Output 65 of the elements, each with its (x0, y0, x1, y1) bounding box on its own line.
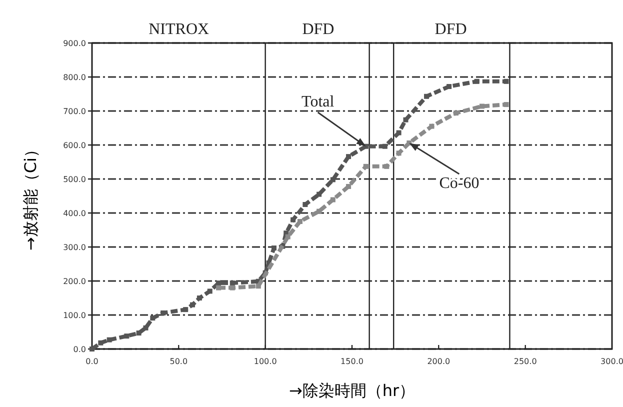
y-tick-label: 900.0 (63, 39, 86, 48)
point (207, 288, 212, 294)
point (429, 124, 434, 129)
point (330, 177, 336, 182)
y-tick-label: 700.0 (63, 107, 86, 116)
x-tick-label: 300.0 (600, 357, 623, 366)
y-tick-label: 200.0 (63, 277, 86, 286)
text: DFD (302, 21, 334, 38)
point (454, 110, 458, 116)
point (316, 208, 322, 214)
point (256, 284, 261, 289)
point (384, 164, 390, 169)
x-tick-label: 0.0 (86, 357, 98, 366)
x-tick-label: 250.0 (514, 357, 537, 366)
point (480, 104, 484, 109)
point (136, 330, 142, 336)
point (504, 78, 509, 84)
point (346, 154, 352, 160)
annotation: Total (302, 93, 335, 110)
y-tick-label: 100.0 (63, 311, 86, 320)
annotation: Co-60 (439, 174, 480, 192)
point (316, 192, 322, 197)
y-tick-label: 400.0 (63, 209, 86, 218)
point (504, 102, 509, 108)
y-tick-label: 800.0 (63, 73, 86, 82)
point (446, 84, 452, 90)
point (230, 280, 235, 286)
y-tick-label: 500.0 (63, 175, 86, 184)
y-axis-title: →放射能（Ci） (21, 141, 40, 251)
x-tick-label: 50.0 (170, 357, 188, 366)
point (160, 310, 166, 316)
point (382, 144, 388, 149)
x-tick-label: 150.0 (340, 357, 364, 366)
point (363, 164, 368, 169)
point (216, 280, 222, 286)
point (190, 302, 196, 308)
point (298, 219, 302, 224)
text: DFD (434, 21, 467, 38)
y-tick-label: 0.0 (73, 345, 86, 354)
x-axis-title: →除染時間（hr） (288, 381, 416, 400)
point (290, 217, 296, 222)
point (424, 94, 430, 99)
point (396, 150, 402, 156)
x-tick-label: 200.0 (427, 357, 450, 366)
point (196, 296, 202, 300)
point (285, 234, 290, 240)
point (106, 337, 112, 342)
point (330, 197, 336, 202)
y-tick-label: 600.0 (63, 141, 86, 150)
point (98, 340, 104, 346)
point (474, 78, 480, 84)
point (183, 307, 188, 312)
point (230, 285, 235, 290)
x-tick-label: 100.0 (254, 357, 277, 366)
point (272, 246, 276, 251)
point (396, 130, 402, 136)
point (403, 117, 408, 122)
point (216, 285, 222, 290)
y-tick-label: 300.0 (63, 243, 86, 252)
point (124, 334, 130, 339)
point (302, 202, 308, 207)
point (143, 325, 148, 330)
point (346, 184, 352, 189)
point (150, 316, 156, 321)
text: NITROX (148, 21, 210, 38)
